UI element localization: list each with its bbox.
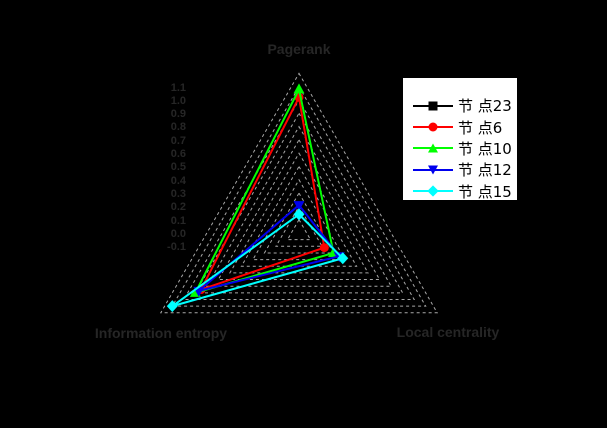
- legend-label: 节 点6: [458, 118, 503, 137]
- legend-triangle-up-icon: [428, 143, 438, 153]
- legend-line-sample: [413, 143, 453, 153]
- radial-tick-label: 0.3: [170, 188, 186, 201]
- legend-label: 节 点12: [458, 161, 512, 180]
- radial-tick-label: 0.2: [170, 201, 186, 214]
- radial-tick-label: 0.0: [170, 228, 186, 241]
- legend-label: 节 点23: [458, 97, 512, 116]
- axis-label-information-entropy: Information entropy: [94, 325, 228, 341]
- gridline-triangle: [205, 125, 393, 287]
- legend-item: 节 点10: [403, 138, 517, 159]
- gridline-triangle: [171, 85, 427, 307]
- radial-tick-label: 0.7: [170, 134, 186, 147]
- series-marker-circle-icon: [319, 243, 329, 253]
- legend-line-sample: [413, 165, 453, 175]
- series-line-节 点10: [194, 88, 335, 294]
- gridline-triangle: [252, 178, 346, 261]
- legend-square-icon: [428, 101, 438, 111]
- legend-line-sample: [413, 122, 453, 132]
- series-line-节 点6: [200, 96, 326, 291]
- legend-line-sample: [413, 185, 453, 197]
- gridline-triangle: [182, 98, 416, 300]
- legend: 节 点23 节 点6 节 点10 节 点12 节 点15: [403, 78, 517, 202]
- radial-tick-label: -0.1: [167, 241, 186, 254]
- radial-tick-label: 1.0: [170, 94, 186, 107]
- axis-label-pagerank: Pagerank: [267, 41, 331, 57]
- radial-tick-label: 0.4: [170, 174, 186, 187]
- gridline-triangle: [217, 138, 381, 281]
- series-marker-diamond-icon: [166, 300, 178, 313]
- radial-tick-label: 0.1: [170, 214, 186, 227]
- legend-circle-icon: [428, 122, 438, 132]
- legend-item: 节 点23: [403, 95, 517, 116]
- series-marker-triangle-up-icon: [293, 83, 305, 94]
- series-marker-diamond-icon: [293, 208, 305, 221]
- series-line-节 点12: [197, 204, 341, 292]
- legend-label: 节 点10: [458, 139, 512, 158]
- radial-tick-label: 1.1: [170, 81, 186, 94]
- radial-tick-label: 0.9: [170, 108, 186, 121]
- gridline-triangle: [275, 205, 323, 247]
- gridline-triangle: [159, 72, 439, 314]
- radial-tick-label: 0.6: [170, 148, 186, 161]
- legend-label: 节 点15: [458, 182, 512, 201]
- series-marker-triangle-down-icon: [293, 201, 305, 212]
- legend-item: 节 点12: [403, 159, 517, 180]
- legend-line-sample: [413, 101, 453, 111]
- legend-diamond-icon: [427, 185, 439, 197]
- axis-label-local-centrality: Local centrality: [396, 324, 500, 340]
- legend-triangle-down-icon: [428, 165, 438, 175]
- series-marker-diamond-icon: [337, 252, 349, 265]
- radial-tick-label: 0.8: [170, 121, 186, 134]
- legend-item: 节 点6: [403, 116, 517, 137]
- gridline-triangle: [263, 192, 335, 254]
- radial-tick-label: 0.5: [170, 161, 186, 174]
- series-line-节 点15: [171, 213, 344, 308]
- gridline-triangle: [194, 112, 404, 294]
- legend-item: 节 点15: [403, 181, 517, 202]
